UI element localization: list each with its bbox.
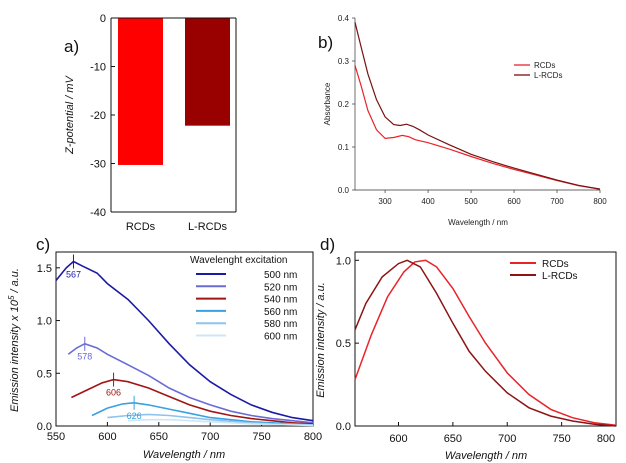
chart-b-ticks: 300 400 500 600 700 800 0.0 0.1 0.2 0.3 0.4: [338, 14, 607, 206]
chart-b-x-tick-label: 400: [421, 197, 435, 206]
chart-a-bars: [118, 18, 230, 165]
chart-c-x-tick-label: 550: [47, 431, 65, 443]
chart-b-legend-label: L-RCDs: [534, 71, 562, 80]
chart-b-x-label: Wavelength / nm: [448, 218, 508, 227]
chart-a: a) 0 -10 -20 -30 -40 RCDs L-RCDs Z-potential …: [64, 13, 237, 233]
chart-c-series-line: [127, 418, 314, 427]
chart-c-legend-label: 600 nm: [264, 332, 297, 343]
chart-b-y-tick-label: 0.2: [338, 100, 350, 109]
chart-b-series-line: [354, 22, 601, 190]
chart-d-lines: [354, 259, 617, 427]
chart-d-x-tick-label: 700: [498, 433, 516, 445]
chart-a-y-label: Z-potential / mV: [64, 75, 76, 155]
chart-d-y-tick-label: 0.0: [336, 421, 351, 433]
chart-a-category-label: L-RCDs: [188, 221, 228, 233]
chart-b-x-tick-label: 700: [550, 197, 564, 206]
chart-c: c) 550 600 650 700 750 800 0.0 0.5 1.0 1.5 567 578…: [7, 235, 322, 461]
chart-c-peak-label: 567: [66, 269, 81, 279]
chart-b-y-tick-label: 0.4: [338, 14, 350, 23]
chart-d-series-line: [354, 259, 617, 426]
chart-b-lines: [354, 22, 601, 190]
chart-c-legend-label: 560 nm: [264, 307, 297, 318]
chart-b: b) 300 400 500 600 700 800 0.0 0.1 0.2 0.3 0.4 RCD…: [318, 14, 607, 227]
chart-c-legend-label: 540 nm: [264, 295, 297, 306]
chart-d-y-tick-label: 0.5: [336, 338, 351, 350]
chart-c-legend-label: 520 nm: [264, 282, 297, 293]
chart-c-lines: [55, 260, 314, 427]
chart-c-series-line: [91, 401, 314, 426]
chart-d-ticks: 600 650 700 750 800 0.0 0.5 1.0: [336, 255, 617, 445]
chart-c-series-line: [55, 260, 314, 422]
chart-c-x-tick-label: 750: [252, 431, 270, 443]
chart-d-x-label: Wavelength / nm: [445, 450, 527, 462]
chart-a-y-tick-label: -10: [90, 62, 106, 74]
chart-d-x-tick-label: 750: [552, 433, 570, 445]
chart-b-y-tick-label: 0.1: [338, 143, 350, 152]
chart-c-legend-label: 500 nm: [264, 270, 297, 281]
panel-label-c: c): [36, 235, 50, 254]
chart-c-peak-label: 578: [77, 352, 92, 362]
chart-b-x-tick-label: 800: [593, 197, 607, 206]
chart-b-y-label: Absorbance: [323, 82, 332, 125]
chart-d-y-tick-label: 1.0: [336, 255, 351, 267]
chart-d-x-tick-label: 800: [597, 433, 615, 445]
chart-d-legend-label: L-RCDs: [542, 271, 578, 282]
chart-c-frame: [55, 251, 314, 427]
chart-c-annotations: 567 578 606 626: [66, 254, 142, 421]
chart-d-y-label: Emission intensity / a.u.: [315, 282, 327, 398]
chart-d-x-tick-label: 650: [444, 433, 462, 445]
chart-b-y-tick-label: 0.3: [338, 57, 350, 66]
chart-c-y-label: Emission intensity x 105 / a.u.: [7, 268, 21, 412]
chart-a-y-ticks: 0 -10 -20 -30 -40: [90, 13, 115, 219]
chart-c-y-label-exp: 5: [7, 295, 16, 300]
chart-b-series-line: [354, 65, 601, 190]
panel-label-d: d): [320, 235, 335, 254]
chart-a-category-label: RCDs: [126, 221, 156, 233]
chart-c-x-tick-label: 800: [304, 431, 322, 443]
chart-c-y-tick-label: 1.5: [37, 263, 52, 275]
chart-a-y-tick-label: -40: [90, 207, 106, 219]
chart-a-bar: [118, 18, 163, 165]
chart-c-x-tick-label: 600: [98, 431, 116, 443]
chart-c-legend-title: Wavelenght excitation: [190, 255, 287, 266]
chart-a-y-tick-label: -20: [90, 110, 106, 122]
chart-b-x-tick-label: 500: [464, 197, 478, 206]
chart-c-y-tick-label: 0.0: [37, 421, 52, 433]
chart-b-x-tick-label: 300: [378, 197, 392, 206]
chart-d-x-tick-label: 600: [389, 433, 407, 445]
panel-label-a: a): [64, 37, 79, 56]
chart-c-y-tick-label: 1.0: [37, 316, 52, 328]
chart-d-frame: [354, 251, 617, 427]
chart-b-y-tick-label: 0.0: [338, 186, 350, 195]
chart-c-x-label: Wavelength / nm: [143, 449, 225, 461]
chart-b-legend-label: RCDs: [534, 61, 555, 70]
chart-c-y-label-unit: / a.u.: [9, 268, 21, 296]
chart-c-y-tick-label: 0.5: [37, 368, 52, 380]
chart-c-x-tick-label: 700: [201, 431, 219, 443]
chart-a-bar: [185, 18, 230, 126]
chart-d-legend-label: RCDs: [542, 259, 569, 270]
chart-a-y-tick-label: 0: [100, 13, 106, 25]
chart-c-x-tick-label: 650: [150, 431, 168, 443]
chart-c-legend-label: 580 nm: [264, 319, 297, 330]
chart-d-series-line: [354, 259, 617, 427]
chart-c-series-line: [71, 378, 314, 425]
chart-c-peak-label: 626: [127, 411, 142, 421]
panel-label-b: b): [318, 33, 333, 52]
chart-a-y-tick-label: -30: [90, 159, 106, 171]
chart-a-categories: RCDs L-RCDs: [126, 221, 228, 233]
chart-c-ticks: 550 600 650 700 750 800 0.0 0.5 1.0 1.5: [37, 263, 322, 443]
chart-c-peak-label: 606: [106, 388, 121, 398]
chart-c-y-label-main: Emission intensity x 10: [9, 299, 21, 412]
chart-b-x-tick-label: 600: [507, 197, 521, 206]
chart-c-series-line: [67, 342, 314, 424]
